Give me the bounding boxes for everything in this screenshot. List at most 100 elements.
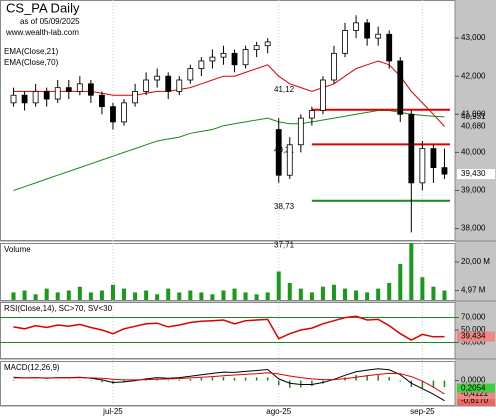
- candle-body: [132, 91, 138, 104]
- y-tick-label: 30,000: [461, 338, 486, 347]
- volume-bar: [442, 290, 447, 300]
- x-tick-label: sep-25: [410, 407, 435, 416]
- volume-bar: [243, 292, 248, 300]
- y-tick-label: 4,97 M: [461, 286, 486, 295]
- hist-label: 0,2054: [461, 384, 486, 393]
- volume-bar: [287, 282, 292, 300]
- x-tick-label: jul-25: [102, 407, 123, 416]
- legend-entry: EMA(Close,70): [4, 58, 59, 67]
- candle-body: [441, 167, 448, 175]
- candle-body: [430, 148, 437, 169]
- rsi-line: [13, 315, 445, 341]
- last-value-label: 39,430: [461, 169, 486, 178]
- y-tick-label: 39,000: [461, 186, 486, 195]
- candle-body: [21, 94, 28, 104]
- subtitle: as of 05/09/2025: [20, 17, 80, 26]
- candle-body: [320, 79, 326, 111]
- last-value-label: 39,434: [461, 332, 486, 341]
- last-value-label: -0,4121: [461, 389, 489, 398]
- candle-body: [198, 60, 205, 69]
- annotation: 37,71: [274, 241, 295, 250]
- candle-body: [165, 75, 172, 92]
- volume-bar: [66, 290, 71, 300]
- volume-bar: [144, 290, 149, 300]
- volume-bar: [387, 282, 392, 300]
- volume-bar: [210, 294, 215, 300]
- y-tick-label: 40,000: [461, 147, 486, 156]
- y-tick-label: 38,000: [461, 224, 486, 233]
- volume-bar: [77, 286, 82, 300]
- volume-bar: [133, 292, 138, 300]
- candle-body: [65, 87, 72, 92]
- ema-line: [13, 110, 445, 191]
- candle-body: [353, 22, 359, 31]
- candle-body: [275, 129, 282, 176]
- volume-bar: [276, 271, 281, 300]
- y-tick-label: 70,000: [461, 313, 486, 322]
- last-value-label: 40,931: [461, 112, 486, 121]
- volume-bar: [122, 288, 127, 300]
- pane-title: Volume: [4, 245, 31, 254]
- volume-bar: [409, 243, 414, 300]
- last-value-label: 40,680: [461, 122, 486, 131]
- candle-body: [297, 117, 304, 146]
- volume-bar: [199, 292, 204, 300]
- volume-bar: [420, 277, 425, 300]
- candle-body: [76, 83, 83, 92]
- candle-body: [308, 110, 315, 119]
- y-tick-label: 0,0000: [461, 376, 486, 385]
- value-box: [457, 395, 495, 406]
- value-box: [457, 331, 495, 342]
- value-box: [457, 383, 495, 393]
- candle-body: [121, 102, 127, 123]
- legend-entry: EMA(Close,21): [4, 47, 59, 56]
- candle-body: [87, 83, 94, 96]
- candle-body: [386, 33, 393, 62]
- volume-bar: [11, 292, 16, 300]
- y-tick-label: 41,000: [461, 109, 486, 118]
- y-tick-label: 50,000: [461, 325, 486, 334]
- candle-body: [176, 79, 183, 92]
- volume-bar: [265, 292, 270, 300]
- last-value-label: -0,6170: [461, 396, 489, 405]
- x-tick-label: ago-25: [266, 407, 291, 416]
- candle-body: [342, 30, 348, 54]
- candle-body: [253, 45, 260, 50]
- volume-bar: [55, 292, 60, 300]
- volume-bar: [232, 288, 237, 300]
- candle-body: [143, 79, 150, 92]
- candle-body: [99, 94, 105, 108]
- volume-bar: [398, 263, 403, 300]
- y-tick-label: 20,00 M: [461, 257, 490, 266]
- pane-title: RSI(Close,14), SC>70, SV<30: [4, 304, 113, 313]
- volume-bar: [33, 294, 38, 300]
- annotation: 38,73: [274, 202, 295, 211]
- volume-bar: [166, 288, 171, 300]
- candle-body: [331, 52, 337, 81]
- volume-bar: [254, 294, 259, 300]
- candle-body: [419, 148, 426, 184]
- pane-title: MACD(12,26,9): [4, 363, 60, 372]
- volume-bar: [155, 294, 160, 300]
- candle-body: [209, 56, 216, 62]
- candle-body: [32, 91, 39, 104]
- candle-body: [54, 87, 61, 100]
- candle-body: [397, 60, 404, 115]
- volume-bar: [376, 288, 381, 300]
- candle-body: [408, 113, 415, 184]
- volume-bar: [309, 292, 314, 300]
- y-tick-label: 43,000: [461, 33, 486, 42]
- volume-bar: [298, 288, 303, 300]
- candle-body: [264, 41, 271, 47]
- volume-bar: [365, 292, 370, 300]
- volume-bar: [331, 284, 336, 300]
- source: www.wealth-lab.com: [5, 28, 79, 37]
- annotation: 41,12: [274, 85, 295, 94]
- volume-bar: [320, 286, 325, 300]
- candle-body: [154, 75, 161, 81]
- chart-title: CS_PA Daily: [6, 0, 80, 15]
- volume-bar: [343, 288, 348, 300]
- volume-bar: [44, 288, 49, 300]
- candle-body: [43, 91, 50, 100]
